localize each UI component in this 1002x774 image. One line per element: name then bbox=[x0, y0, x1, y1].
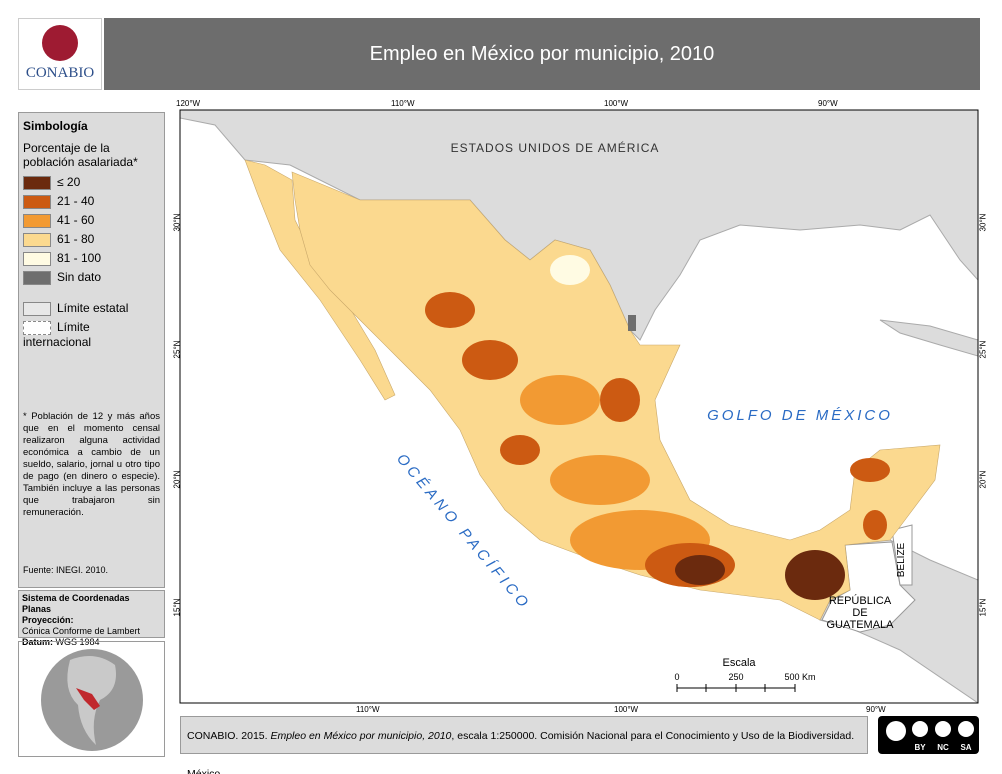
graticule-label: 15°N bbox=[172, 598, 182, 617]
map-frame bbox=[179, 109, 979, 704]
logo-text: CONABIO bbox=[25, 65, 95, 81]
legend-swatch bbox=[23, 232, 51, 247]
legend-label: 61 - 80 bbox=[57, 232, 95, 246]
legend-title: Simbología bbox=[23, 119, 88, 133]
datum: WGS 1984 bbox=[55, 637, 100, 647]
legend-swatch bbox=[23, 175, 51, 190]
legend-classes: ≤ 20 21 - 40 41 - 60 61 - 80 81 - 100 Sin dat… bbox=[23, 175, 160, 289]
graticule-label: 20°N bbox=[172, 470, 182, 489]
legend-subtitle: Porcentaje de la población asalariada* bbox=[23, 141, 138, 169]
license-label: SA bbox=[960, 743, 971, 752]
usa-label: ESTADOS UNIDOS DE AMÉRICA bbox=[451, 140, 660, 155]
legend-item: 41 - 60 bbox=[23, 213, 160, 232]
legend-item: 61 - 80 bbox=[23, 232, 160, 251]
datum-label: Datum: bbox=[22, 637, 53, 647]
graticule-label: 15°N bbox=[978, 598, 988, 617]
legend-label: 41 - 60 bbox=[57, 213, 95, 227]
legend-swatch bbox=[23, 320, 51, 335]
legend-item: Límite estatal bbox=[23, 301, 160, 320]
legend-label: Límite internacional bbox=[23, 320, 92, 349]
projection-panel: Sistema de Coordenadas Planas Proyección… bbox=[18, 590, 165, 647]
graticule-label: 100°W bbox=[614, 705, 639, 714]
by-icon bbox=[912, 721, 928, 737]
belize bbox=[891, 524, 913, 586]
scale-title: Escala bbox=[722, 657, 756, 669]
logo-emblem bbox=[42, 25, 78, 61]
projection-system: Sistema de Coordenadas Planas bbox=[22, 593, 130, 614]
citation: , escala 1:250000. Comisión Nacional par… bbox=[187, 730, 855, 774]
legend-boundaries: Límite estatal Límite internacional bbox=[23, 301, 160, 349]
legend-swatch bbox=[23, 301, 51, 316]
legend-note: * Población de 12 y más años que en el m… bbox=[23, 411, 160, 518]
employment-patches bbox=[425, 255, 890, 600]
globe-panel bbox=[18, 641, 165, 757]
legend-item: 81 - 100 bbox=[23, 251, 160, 270]
graticule-label: 30°N bbox=[172, 213, 182, 232]
legend-panel: Simbología Porcentaje de la población as… bbox=[18, 112, 165, 588]
graticule-label: 20°N bbox=[978, 470, 988, 489]
legend-label: ≤ 20 bbox=[57, 175, 81, 189]
guatemala-label-line: DE bbox=[852, 607, 867, 619]
scale-label: 500 Km bbox=[784, 672, 815, 682]
graticule-label: 110°W bbox=[356, 705, 380, 714]
title: Empleo en México por municipio, 2010 bbox=[104, 18, 980, 90]
legend-label: Sin dato bbox=[57, 270, 102, 284]
scale-label: 0 bbox=[674, 672, 679, 682]
scale-bar bbox=[676, 684, 796, 692]
legend-source: Fuente: INEGI. 2010. bbox=[23, 565, 109, 575]
legend-label: 81 - 100 bbox=[57, 251, 102, 265]
sa-icon bbox=[958, 721, 974, 737]
legend-swatch bbox=[23, 213, 51, 228]
cuba bbox=[879, 319, 978, 357]
guatemala bbox=[821, 541, 916, 633]
legend-item: Sin dato bbox=[23, 270, 160, 289]
legend-label: 21 - 40 bbox=[57, 194, 95, 208]
legend-item: 21 - 40 bbox=[23, 194, 160, 213]
globe-mexico bbox=[76, 688, 100, 710]
graticule-label: 25°N bbox=[172, 340, 182, 359]
graticule-label: 110°W bbox=[391, 99, 415, 108]
graticule-label: 100°W bbox=[604, 99, 629, 108]
belize-label: BELIZE bbox=[896, 542, 907, 577]
guatemala-label-line: GUATEMALA bbox=[826, 619, 894, 631]
baja-california bbox=[244, 159, 396, 401]
legend-item: ≤ 20 bbox=[23, 175, 160, 194]
citation-title: Empleo en México por municipio, 2010 bbox=[270, 730, 452, 742]
legend-swatch bbox=[23, 251, 51, 266]
graticule-label: 30°N bbox=[978, 213, 988, 232]
license-label: NC bbox=[937, 743, 949, 752]
legend-item: Límite internacional bbox=[23, 320, 160, 349]
projection-label: Proyección: bbox=[22, 615, 74, 625]
guatemala-label-line: REPÚBLICA bbox=[829, 594, 892, 607]
legend-swatch bbox=[23, 194, 51, 209]
legend-swatch bbox=[23, 270, 51, 285]
gulf-label: GOLFO DE MÉXICO bbox=[707, 407, 893, 424]
graticule-label: 90°W bbox=[818, 99, 838, 108]
footer: CONABIO. 2015. Empleo en México por muni… bbox=[180, 716, 868, 774]
graticule-label: 120°W bbox=[176, 99, 201, 108]
graticule-label: 25°N bbox=[978, 340, 988, 359]
nc-icon bbox=[935, 721, 951, 737]
legend-label: Límite estatal bbox=[57, 301, 129, 315]
license-label: BY bbox=[914, 743, 926, 752]
scale-label: 250 bbox=[728, 672, 743, 682]
graticule-label: 90°W bbox=[866, 705, 886, 714]
cc-icon bbox=[886, 721, 906, 741]
citation: CONABIO. 2015. bbox=[187, 730, 271, 742]
logo: CONABIO bbox=[18, 18, 102, 90]
projection-name: Cónica Conforme de Lambert bbox=[22, 626, 141, 636]
